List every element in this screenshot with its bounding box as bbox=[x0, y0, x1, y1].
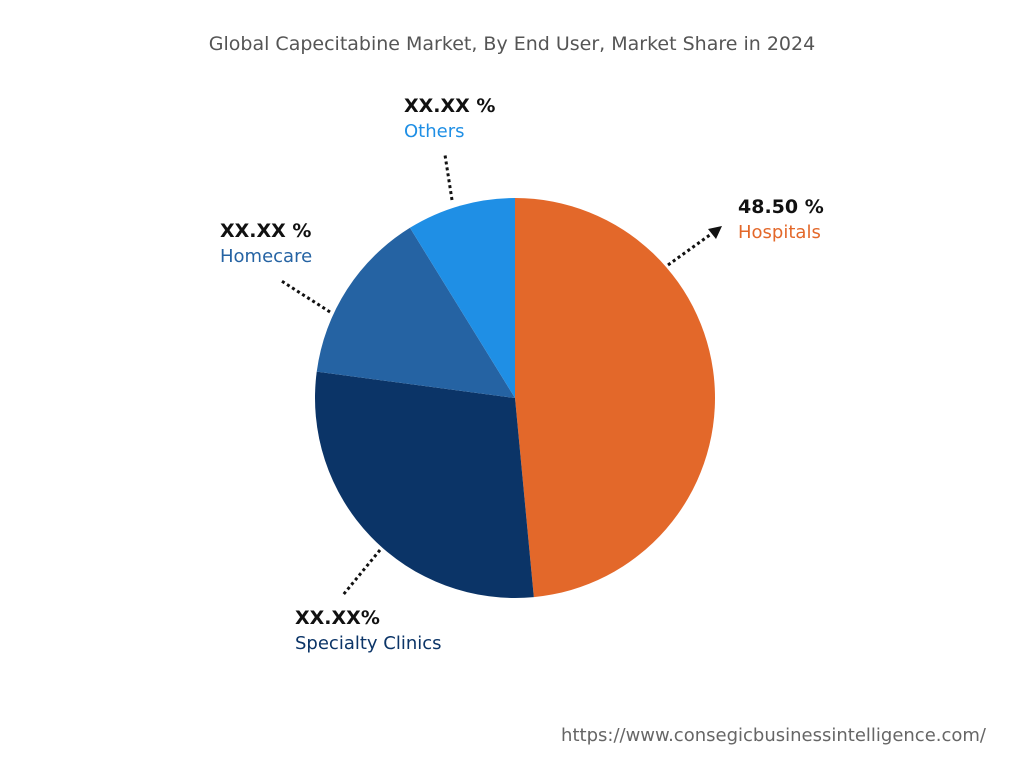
leader-line-hospitals bbox=[667, 230, 715, 267]
value-label: XX.XX% bbox=[295, 607, 380, 629]
arrow-head-icon bbox=[708, 226, 722, 239]
slice-name: Hospitals bbox=[738, 222, 821, 243]
leader-line-others bbox=[443, 154, 454, 201]
pie-slice-specialty-clinics bbox=[314, 371, 534, 598]
pie-slice-others bbox=[409, 198, 515, 398]
label-specialty-clinics: XX.XX% Specialty Clinics bbox=[295, 606, 442, 656]
label-others: XX.XX % Others bbox=[404, 94, 495, 144]
value-label: XX.XX % bbox=[220, 220, 312, 242]
value-label: XX.XX % bbox=[404, 95, 496, 117]
slice-name: Others bbox=[404, 121, 465, 142]
label-hospitals: 48.50 % Hospitals bbox=[738, 195, 824, 245]
label-homecare: XX.XX % Homecare bbox=[220, 219, 312, 269]
leader-line-specialty-clinics bbox=[341, 549, 382, 596]
pie-slice-homecare bbox=[316, 227, 515, 398]
chart-title: Global Capecitabine Market, By End User,… bbox=[208, 33, 816, 55]
slice-name: Homecare bbox=[220, 246, 313, 267]
leader-lines bbox=[279, 154, 715, 596]
value-label: 48.50 % bbox=[738, 196, 824, 218]
source-url[interactable]: https://www.consegicbusinessintelligence… bbox=[561, 725, 986, 746]
leader-line-homecare bbox=[279, 278, 331, 314]
pie-slice-hospitals bbox=[515, 198, 715, 598]
slice-name: Specialty Clinics bbox=[295, 633, 442, 654]
